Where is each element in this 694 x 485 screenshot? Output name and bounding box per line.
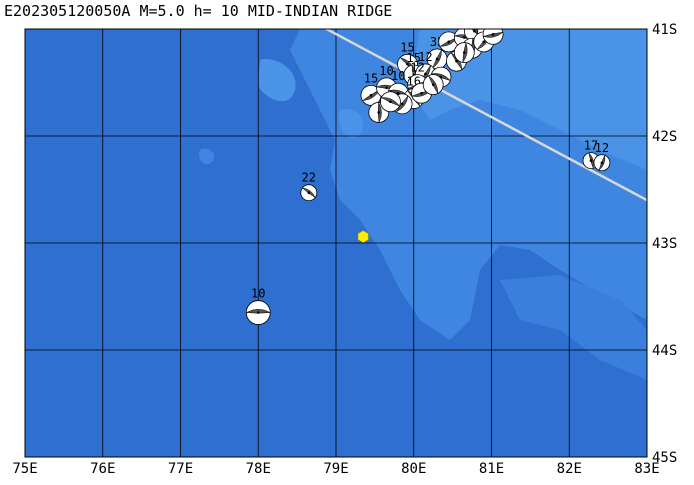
focal-mechanism: 22 (300, 171, 318, 202)
depth-label: 12 (418, 50, 432, 64)
depth-label: 12 (595, 141, 609, 155)
depth-label: 12 (467, 7, 481, 21)
longitude-tick: 78E (246, 461, 271, 477)
depth-label: 15 (364, 71, 378, 85)
depth-label: 15 (407, 51, 421, 65)
longitude-tick: 82E (557, 461, 582, 477)
focal-mechanism: 15 (360, 71, 382, 106)
depth-label: 12 (480, 8, 494, 22)
latitude-tick-labels: 41S 42S 43S 44S 45S (652, 22, 677, 466)
depth-label: 10 (379, 64, 393, 78)
depth-label: 12 (410, 61, 424, 75)
focal-mechanism (453, 41, 475, 64)
longitude-tick: 77E (168, 461, 193, 477)
longitude-tick: 79E (323, 461, 348, 477)
latitude-tick: 42S (652, 129, 677, 145)
depth-label: 17 (584, 139, 598, 153)
depth-label: 10 (391, 69, 405, 83)
latitude-tick: 44S (652, 343, 677, 359)
seamount-patch (199, 148, 215, 165)
latitude-tick: 43S (652, 236, 677, 252)
map-title: E202305120050A M=5.0 h= 10 MID-INDIAN RI… (4, 2, 393, 20)
depth-label: 22 (302, 171, 316, 185)
grid-lines (25, 29, 647, 457)
focal-mechanism (422, 74, 444, 96)
latitude-tick: 41S (652, 22, 677, 38)
longitude-tick: 76E (90, 461, 115, 477)
focal-mechanism (380, 91, 401, 113)
longitude-tick: 75E (12, 461, 37, 477)
seamount-patch (339, 109, 364, 139)
longitude-tick: 83E (634, 461, 659, 477)
depth-label: 15 (442, 18, 456, 32)
depth-label: 10 (251, 287, 265, 301)
latitude-tick: 45S (652, 450, 677, 466)
plateau-patch (500, 275, 647, 380)
focal-mechanism: 10 (245, 287, 272, 325)
longitude-tick-labels: 75E 76E 77E 78E 79E 80E 81E 82E 83E (12, 461, 659, 477)
focal-mechanism: 12 (593, 141, 611, 172)
depth-label: 12 (457, 14, 471, 28)
longitude-tick: 81E (479, 461, 504, 477)
longitude-tick: 80E (401, 461, 426, 477)
depth-label: 15 (400, 40, 414, 54)
epicenter-marker (357, 230, 369, 243)
plate-boundary-line (323, 29, 647, 202)
seamount-patch (258, 59, 296, 102)
focal-mechanism: 12 (407, 61, 429, 96)
focal-mechanism (482, 29, 504, 45)
map-frame (24, 28, 648, 458)
ridge-lighter-area (410, 29, 647, 170)
